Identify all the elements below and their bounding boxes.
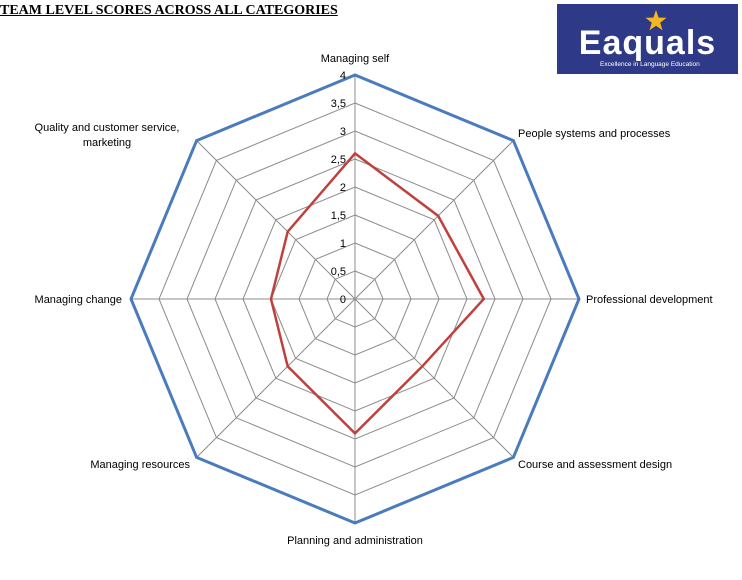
grid-spoke bbox=[196, 298, 356, 458]
axis-label: Managing change bbox=[35, 294, 122, 306]
axis-label: Planning and administration bbox=[287, 535, 423, 547]
axis-label: Managing self bbox=[321, 53, 390, 65]
logo-wordmark: Eaquals bbox=[578, 24, 717, 62]
tick-label: 3 bbox=[340, 126, 346, 138]
axis-label: Course and assessment design bbox=[518, 459, 672, 471]
tick-label: 0,5 bbox=[331, 266, 346, 278]
eaquals-logo: Eaquals Excellence in Language Education bbox=[557, 4, 738, 74]
tick-label: 2,5 bbox=[331, 154, 346, 166]
grid-spoke bbox=[354, 140, 514, 300]
axis-label: People systems and processes bbox=[518, 128, 671, 140]
grid-spoke bbox=[196, 140, 356, 300]
tick-label: 0 bbox=[340, 294, 346, 306]
axis-label: Quality and customer service, marketing bbox=[35, 122, 180, 149]
tick-label: 4 bbox=[340, 70, 346, 82]
logo-tagline: Excellence in Language Education bbox=[600, 61, 700, 68]
tick-label: 3,5 bbox=[331, 98, 346, 110]
tick-label: 1 bbox=[340, 238, 346, 250]
axis-label: Professional development bbox=[586, 294, 713, 306]
axis-label: Managing resources bbox=[90, 459, 190, 471]
tick-label: 1,5 bbox=[331, 210, 346, 222]
page-title: TEAM LEVEL SCORES ACROSS ALL CATEGORIES bbox=[0, 3, 338, 18]
star-icon bbox=[645, 10, 667, 31]
grid-spoke bbox=[354, 298, 514, 458]
series-line-2 bbox=[269, 151, 486, 436]
series-line-1 bbox=[129, 73, 581, 525]
tick-label: 2 bbox=[340, 182, 346, 194]
